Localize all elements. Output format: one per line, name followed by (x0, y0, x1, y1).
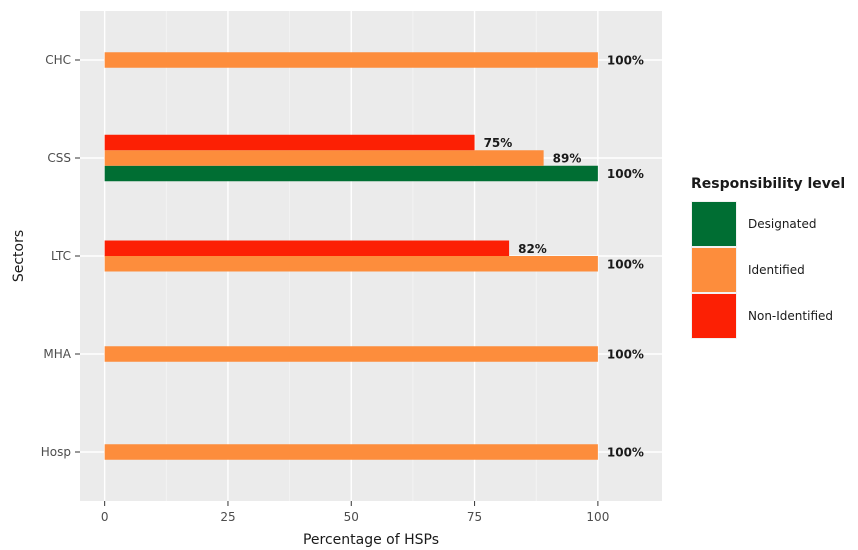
y-tick-label: CSS (47, 151, 71, 165)
y-tick-label: CHC (45, 53, 71, 67)
bar-css-non-identified (104, 134, 475, 151)
x-tick-label: 100 (586, 510, 609, 524)
x-tick-label: 75 (467, 510, 482, 524)
x-tick-label: 50 (344, 510, 359, 524)
legend: Responsibility level Designated Identifie… (691, 176, 845, 339)
value-label: 82% (518, 242, 547, 256)
bar-ltc-identified (104, 256, 598, 272)
x-axis-title: Percentage of HSPs (303, 532, 439, 548)
y-tick-label: Hosp (41, 445, 71, 459)
legend-label: Identified (748, 263, 805, 277)
bar-css-identified (104, 150, 544, 166)
value-label: 100% (607, 348, 644, 362)
bar-ltc-non-identified (104, 240, 510, 256)
bar-css-designated (104, 165, 598, 182)
legend-title: Responsibility level (691, 176, 845, 192)
legend-key-swatch (692, 202, 736, 246)
bar-hosp-identified (104, 444, 598, 460)
legend-key-swatch (692, 294, 736, 338)
bar-chc-identified (104, 52, 598, 68)
value-label: 89% (553, 152, 582, 166)
bar-mha-identified (104, 346, 598, 362)
x-axis: 0 25 50 75 100 (101, 501, 609, 524)
legend-label: Designated (748, 217, 817, 231)
value-label: 100% (607, 446, 644, 460)
y-tick-label: LTC (51, 249, 71, 263)
value-label: 100% (607, 54, 644, 68)
legend-label: Non-Identified (748, 309, 833, 323)
x-tick-label: 0 (101, 510, 109, 524)
x-tick-label: 25 (220, 510, 235, 524)
y-tick-label: MHA (43, 347, 71, 361)
y-axis-title: Sectors (11, 230, 27, 282)
legend-key-swatch (692, 248, 736, 292)
bars (104, 52, 598, 460)
value-label: 100% (607, 167, 644, 181)
value-labels: 100% 100% 89% 75% 100% 82% 100% 100% (484, 54, 644, 460)
y-axis: CHC CSS LTC MHA Hosp (41, 53, 80, 459)
value-label: 100% (607, 257, 644, 271)
value-label: 75% (484, 136, 513, 150)
